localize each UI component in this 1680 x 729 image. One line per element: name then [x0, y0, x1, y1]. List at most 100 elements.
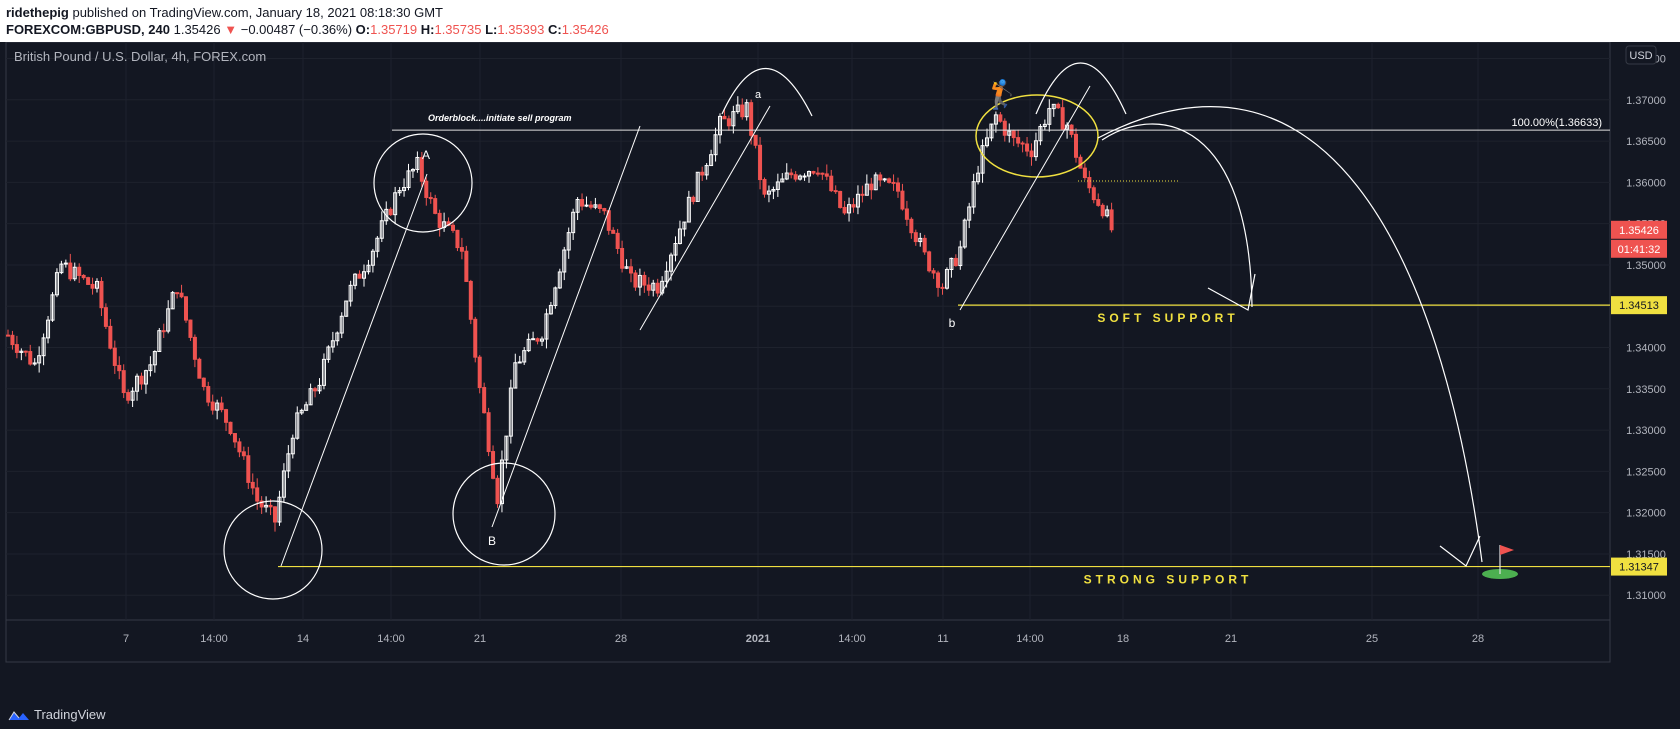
candle-body — [829, 175, 834, 192]
candle-body — [1025, 143, 1030, 152]
candle-body — [99, 280, 104, 309]
x-tick-label: 28 — [615, 633, 627, 645]
candle-body — [838, 190, 843, 208]
open-value: 1.35719 — [370, 22, 418, 37]
candle-body — [464, 250, 469, 282]
x-tick-label: 25 — [1366, 633, 1378, 645]
candle-body — [224, 409, 229, 423]
candle-body — [424, 180, 429, 198]
candle-body — [531, 338, 536, 341]
candle-body — [522, 350, 527, 363]
candle-body — [370, 250, 375, 266]
candle-body — [887, 178, 892, 183]
down-arrow-icon: ▼ — [224, 22, 238, 37]
candle-body — [215, 402, 220, 411]
candle-body — [976, 172, 981, 183]
candle-body — [459, 247, 464, 252]
candle-body — [718, 115, 722, 136]
candle-body — [544, 313, 549, 340]
candle-body — [152, 351, 157, 366]
candle-body — [540, 338, 544, 342]
arc-projection-1 — [1101, 123, 1253, 308]
candle-body — [584, 204, 589, 207]
candle-body — [486, 412, 491, 453]
y-tick-label: 1.33500 — [1626, 384, 1666, 396]
price-change: −0.00487 (−0.36%) — [240, 22, 353, 37]
candle-body — [642, 274, 647, 286]
candle-body — [10, 334, 15, 346]
price-chart[interactable]: 100.00%(1.36633) Orderblock....initiate s… — [0, 42, 1680, 702]
author-name[interactable]: ridethepig — [6, 5, 69, 20]
candle-body — [597, 204, 602, 210]
candle-body — [744, 102, 749, 118]
candle-body — [896, 182, 900, 192]
candle-body — [237, 441, 242, 453]
candle-body — [775, 181, 780, 191]
candle-body — [117, 364, 122, 372]
candle-body — [566, 232, 571, 251]
candle-body — [228, 421, 233, 435]
candle-body — [504, 435, 509, 461]
candle-body — [753, 134, 758, 146]
candle-body — [722, 115, 727, 120]
candle-body — [709, 154, 714, 167]
x-tick-label: 21 — [1225, 633, 1237, 645]
candle-body — [81, 274, 86, 279]
x-tick-label: 14:00 — [838, 633, 866, 645]
candle-body — [735, 104, 740, 113]
candle-body — [677, 228, 682, 245]
flag-icon — [1500, 545, 1514, 555]
publish-text: published on TradingView.com, January 18… — [72, 5, 443, 20]
candle-body — [686, 196, 691, 223]
candle-body — [811, 171, 816, 174]
orderblock-label: Orderblock....initiate sell program — [428, 113, 572, 123]
candle-body — [953, 257, 958, 267]
candle-body — [1082, 167, 1087, 179]
candle-body — [700, 171, 705, 176]
candle-body — [766, 190, 771, 195]
candle-body — [1029, 150, 1034, 158]
candle-body — [259, 500, 264, 508]
candle-body — [1038, 125, 1043, 142]
candle-body — [882, 178, 887, 181]
label-a: a — [755, 89, 762, 101]
candle-body — [241, 451, 246, 457]
candle-body — [855, 193, 860, 208]
candle-body — [468, 280, 473, 320]
soft-support-label: SOFT SUPPORT — [1097, 311, 1238, 325]
candle-body — [451, 224, 455, 231]
candle-body — [971, 181, 976, 208]
candle-body — [798, 175, 803, 180]
candle-body — [1087, 177, 1092, 189]
symbol-label[interactable]: FOREXCOM:GBPUSD, 240 — [6, 22, 170, 37]
candle-body — [740, 104, 745, 118]
candle-body — [210, 401, 215, 411]
currency-button[interactable]: USD — [1629, 50, 1652, 62]
candle-body — [611, 229, 616, 234]
arrow-head-2 — [1439, 535, 1481, 567]
candle-body — [375, 237, 380, 252]
candle-body — [998, 114, 1003, 122]
tradingview-logo[interactable]: TradingView — [8, 707, 106, 722]
trendline-4 — [959, 85, 1091, 311]
candle-body — [508, 387, 513, 437]
candle-body — [1074, 133, 1078, 158]
candle-body — [166, 308, 171, 332]
candle-body — [940, 286, 945, 289]
candle-body — [304, 404, 309, 411]
candle-body — [482, 387, 487, 414]
candle-body — [393, 192, 398, 216]
candle-body — [406, 170, 411, 189]
countdown-box — [1611, 239, 1667, 258]
candle-body — [1060, 107, 1065, 130]
candle-body — [290, 437, 295, 455]
candle-body — [713, 134, 718, 156]
candle-body — [330, 340, 335, 348]
candle-body — [139, 375, 144, 385]
chart-area[interactable]: 100.00%(1.36633) Orderblock....initiate s… — [0, 42, 1680, 702]
candle-body — [1011, 130, 1016, 139]
trendline-1 — [280, 173, 428, 567]
candle-body — [250, 481, 255, 489]
candle-body — [321, 358, 326, 386]
trendline-3 — [639, 105, 771, 331]
